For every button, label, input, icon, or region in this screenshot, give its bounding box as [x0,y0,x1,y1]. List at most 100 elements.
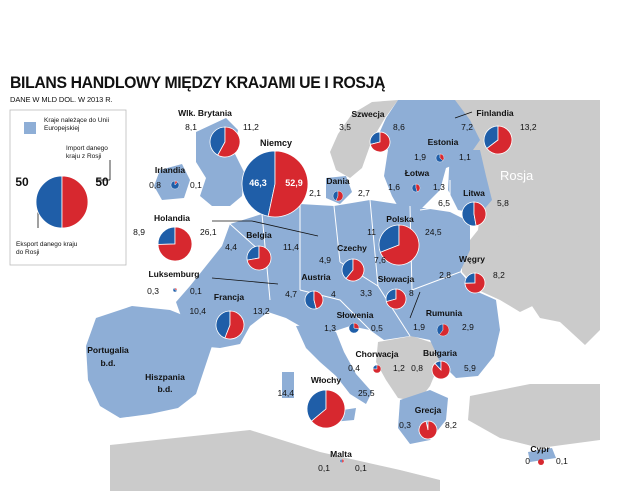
legend-eu-swatch [24,122,36,134]
country-luxembourg-name: Luksemburg [148,269,199,279]
country-lithuania-export-value: 6,5 [438,198,450,208]
country-poland-import-slice [379,224,420,266]
country-lithuania-name: Litwa [463,188,485,198]
turkey-region [468,384,600,448]
legend-example-import: 50 [95,175,109,189]
country-netherlands-import-value: 26,1 [200,227,217,237]
country-ireland-import-slice [174,180,178,186]
legend-frame [9,109,127,266]
country-estonia-export-value: 1,9 [414,152,426,162]
country-bulgaria-import-value: 5,9 [464,363,476,373]
country-netherlands-export-slice [157,226,176,245]
label-layer: Wlk. Brytania 8,1 11,2 Irlandia 0,8 0,1 Niemcy… [87,108,568,473]
country-poland-export-value: 11 [367,227,376,237]
page-title: BILANS HANDLOWY MIĘDZY KRAJAMI UE I ROSJ… [10,73,386,92]
country-finland-import-slice [486,125,513,155]
country-czechia-export-slice [341,258,354,280]
country-latvia-import-slice [415,183,421,193]
country-czechia-name: Czechy [337,243,367,253]
country-czechia-import-slice [345,258,365,282]
country-czechia-import-value: 7,6 [374,255,386,265]
country-france-export-slice [215,310,231,339]
country-cyprus-import-value: 0,1 [556,456,568,466]
country-slovenia-export-value: 1,3 [324,323,336,333]
country-germany-import-value: 52,9 [285,178,303,188]
ireland-landmass [154,164,190,200]
country-slovenia-name: Słowenia [337,310,374,320]
legend-export-label: Eksport danego kraju do Rosji [16,241,78,256]
country-hungary-import-slice [464,272,486,294]
legend-eu-label: Kraje należące do Unii Europejskiej [44,117,109,132]
country-sweden-import-slice [369,131,391,153]
country-finland-export-slice [483,125,499,150]
country-uk-name: Wlk. Brytania [178,108,232,118]
country-belgium-import-value: 11,4 [283,242,299,252]
legend: Kraje należące do Unii Europejskiej Impor… [9,109,127,266]
country-sweden-export-value: 3,5 [339,122,351,132]
country-denmark-export-value: 2,1 [309,188,321,198]
country-slovenia-import-slice [353,322,360,330]
country-malta-export-value: 0,1 [318,463,330,473]
country-netherlands-name: Holandia [154,213,190,223]
country-romania-name: Rumunia [426,308,463,318]
norway-region [330,100,398,178]
country-germany-export-value: 46,3 [249,178,267,188]
country-latvia-export-value: 1,6 [388,182,400,192]
country-slovakia-import-slice [385,288,407,310]
country-germany-export-slice [241,150,276,217]
country-ireland-name: Irlandia [155,165,186,175]
country-croatia-import-slice [372,364,382,374]
country-luxembourg-import-slice [174,287,178,291]
legend-example-import-slice [61,175,89,229]
cyprus-landmass [528,448,556,462]
country-estonia-export-slice [435,153,444,163]
country-ireland-import-value: 0,1 [190,180,202,190]
country-estonia-import-value: 1,1 [459,152,471,162]
country-denmark-name: Dania [326,176,349,186]
country-slovakia-export-value: 3,3 [360,288,372,298]
country-portugal-nodata: b.d. [100,358,115,368]
country-latvia-name: Łotwa [405,168,430,178]
country-austria-export-value: 4,7 [285,289,297,299]
pie-layer [35,125,544,465]
country-finland-import-value: 13,2 [520,122,537,132]
map-land [86,100,600,491]
country-spain-name: Hiszpania [145,372,185,382]
country-italy-import-slice [310,389,346,429]
country-malta-export-slice [339,458,343,464]
country-croatia-name: Chorwacja [356,349,399,359]
country-luxembourg-export-value: 0,3 [147,286,159,296]
country-france-export-value: 10,4 [189,306,206,316]
country-poland-name: Polska [386,214,414,224]
country-hungary-name: Węgry [459,254,485,264]
country-netherlands-export-value: 8,9 [133,227,145,237]
legend-example-export-slice [35,175,63,229]
country-greece-export-value: 0,3 [399,420,411,430]
country-bulgaria-name: Bułgaria [423,348,457,358]
country-finland-name: Finlandia [476,108,514,118]
country-luxembourg-import-value: 0,1 [190,286,202,296]
country-malta-import-slice [341,458,345,464]
country-bulgaria-import-slice [431,360,451,380]
country-slovenia-import-value: 0,5 [371,323,383,333]
denmark-landmass [326,176,352,204]
scandinavia-landmass [378,100,480,210]
country-czechia-export-value: 4,9 [319,255,331,265]
country-germany-import-slice [267,150,309,218]
country-sweden-name: Szwecja [351,109,384,119]
country-belgium-name: Belgia [246,230,272,240]
legend-import-label: Import danego kraju z Rosji [66,145,108,160]
country-lithuania-import-slice [473,201,487,227]
country-ireland-export-value: 0,8 [149,180,161,190]
russia-label: Rosja [500,168,534,183]
country-spain-nodata: b.d. [157,384,172,394]
country-malta-name: Malta [330,449,352,459]
country-romania-import-value: 2,9 [462,322,474,332]
country-portugal-name: Portugalia [87,345,129,355]
country-belgium-export-value: 4,4 [225,242,237,252]
country-netherlands-import-slice [157,226,193,262]
country-italy-export-slice [306,389,327,422]
italy-landmass [296,324,372,404]
country-cyprus-name: Cypr [530,444,550,454]
